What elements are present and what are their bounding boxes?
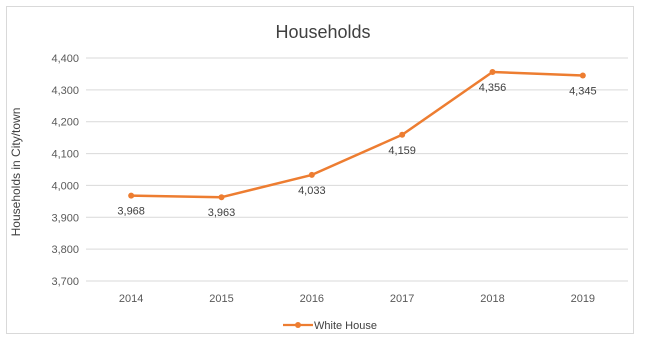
x-tick-label: 2017 (390, 293, 414, 305)
data-label: 3,968 (117, 206, 145, 218)
data-point (308, 171, 315, 178)
y-tick-label: 4,300 (51, 85, 79, 97)
data-labels: 3,968 3,963 4,033 4,159 4,356 4,345 (117, 82, 596, 219)
chart-title: Households (275, 22, 370, 42)
series-line (129, 70, 585, 199)
y-tick-label: 3,700 (51, 276, 79, 288)
x-tick-label: 2015 (209, 293, 233, 305)
data-label: 3,963 (208, 207, 236, 219)
data-point (489, 69, 496, 76)
y-tick-label: 4,100 (51, 149, 79, 161)
y-tick-label: 3,800 (51, 244, 79, 256)
x-tick-labels: 2014 2015 2016 2017 2018 2019 (119, 293, 595, 305)
data-point (579, 72, 586, 79)
y-tick-labels: 3,700 3,800 3,900 4,000 4,100 4,200 4,300 4,400 (51, 53, 79, 288)
y-tick-label: 3,900 (51, 212, 79, 224)
legend: White House (283, 320, 377, 332)
data-label: 4,345 (569, 86, 597, 98)
data-label: 4,033 (298, 185, 326, 197)
gridlines (86, 57, 628, 282)
y-tick-label: 4,200 (51, 117, 79, 129)
legend-label: White House (314, 320, 377, 332)
legend-marker (295, 322, 301, 328)
x-tick-label: 2018 (480, 293, 504, 305)
data-point (128, 192, 135, 199)
x-tick-label: 2014 (119, 293, 143, 305)
y-tick-label: 4,000 (51, 180, 79, 192)
data-point (218, 194, 225, 201)
data-point (399, 131, 406, 138)
x-tick-label: 2019 (571, 293, 595, 305)
y-tick-label: 4,400 (51, 53, 79, 65)
data-label: 4,159 (388, 145, 416, 157)
data-label: 4,356 (479, 82, 507, 94)
series-group (128, 69, 586, 201)
x-tick-label: 2016 (300, 293, 324, 305)
y-axis-label: Households in City/town (9, 108, 23, 237)
